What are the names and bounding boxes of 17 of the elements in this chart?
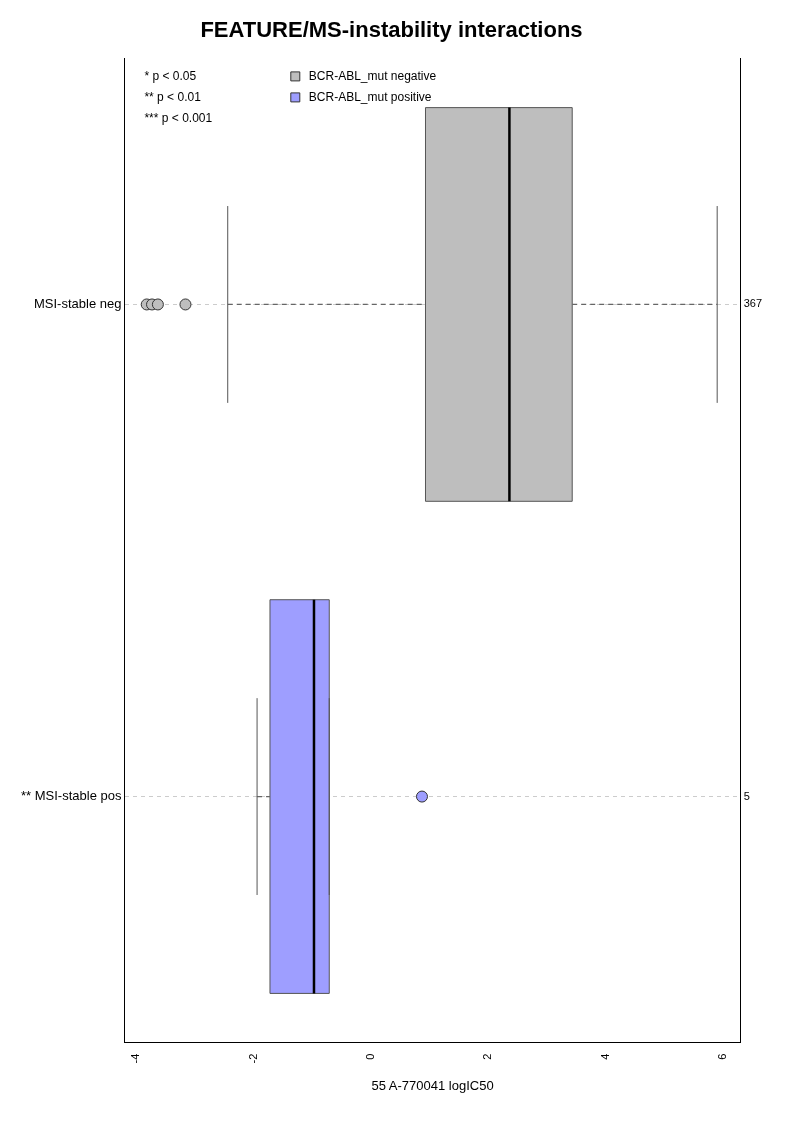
x-tick-label: 0	[363, 1053, 376, 1060]
y-tick-label: MSI-stable neg	[34, 296, 122, 312]
chart-title: FEATURE/MS-instability interactions	[200, 17, 583, 43]
legend-label: BCR-ABL_mut positive	[308, 89, 432, 104]
annotation: * p < 0.05	[144, 68, 197, 83]
x-tick-label: -2	[246, 1053, 259, 1064]
annotation: ** p < 0.01	[144, 89, 202, 104]
x-tick-label: 2	[481, 1053, 494, 1060]
y2-tick-label: 5	[743, 789, 750, 802]
annotation: *** p < 0.001	[144, 110, 213, 125]
y2-tick-label: 367	[743, 297, 763, 310]
y-tick-label: ** MSI-stable pos	[21, 788, 122, 804]
x-tick-label: -4	[129, 1053, 142, 1064]
legend-label: BCR-ABL_mut negative	[308, 68, 437, 83]
x-tick-label: 4	[598, 1053, 611, 1060]
x-axis-title: 55 A-770041 logIC50	[371, 1077, 494, 1093]
x-tick-label: 6	[716, 1053, 729, 1060]
